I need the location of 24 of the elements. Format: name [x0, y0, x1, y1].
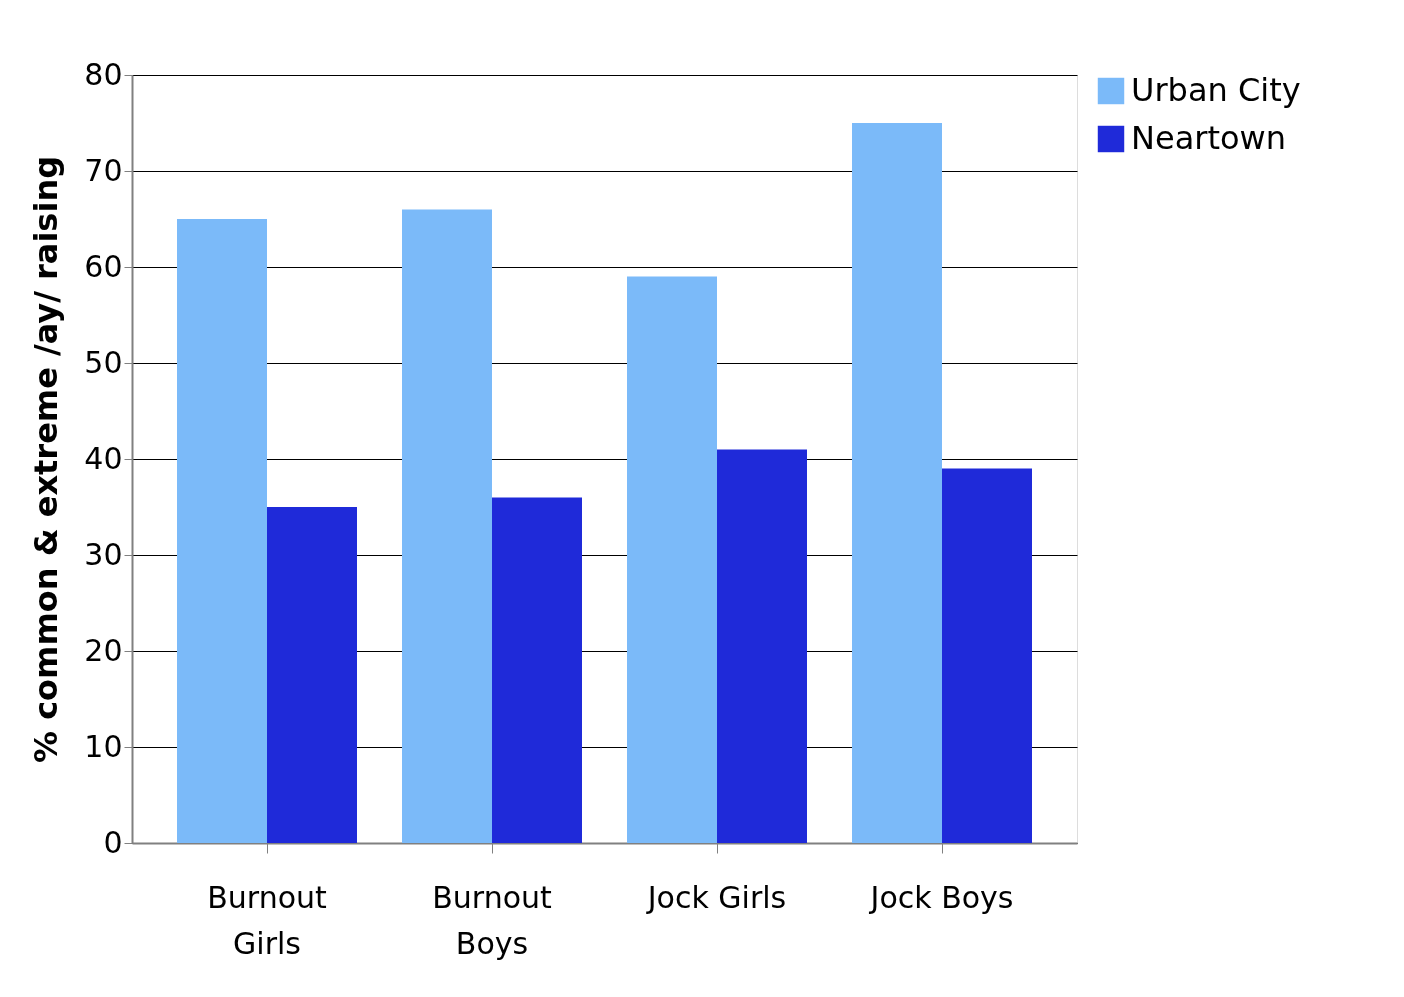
bar	[177, 219, 267, 843]
bar	[942, 468, 1032, 843]
y-tick-label: 80	[84, 56, 123, 92]
y-tick-label: 60	[84, 248, 123, 284]
y-tick-label: 0	[103, 824, 123, 860]
y-tick-label: 70	[84, 152, 123, 188]
y-tick-label: 50	[84, 344, 123, 380]
y-axis-title: % common & extreme /ay/ raising	[27, 155, 66, 764]
bar	[492, 497, 582, 843]
bar	[267, 507, 357, 843]
bar	[402, 209, 492, 843]
bar	[627, 276, 717, 843]
legend-label: Urban City	[1131, 71, 1301, 109]
legend-label: Neartown	[1131, 119, 1286, 157]
y-tick-label: 20	[84, 632, 123, 668]
y-tick-label: 10	[84, 728, 123, 764]
bar	[717, 449, 807, 843]
x-tick-label: Jock Girls	[645, 879, 787, 915]
bar	[852, 123, 942, 843]
y-tick-label: 30	[84, 536, 123, 572]
x-tick-label: Burnout Boys	[432, 879, 553, 961]
x-tick-label: Burnout Girls	[207, 879, 328, 961]
y-tick-label: 40	[84, 440, 123, 476]
x-tick-label: Jock Boys	[868, 879, 1014, 915]
